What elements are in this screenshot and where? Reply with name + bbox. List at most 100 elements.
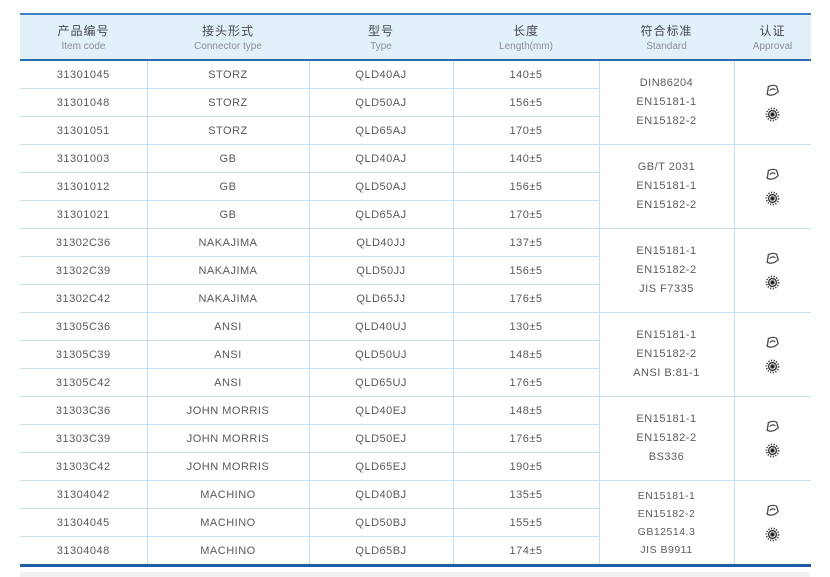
standard-line: EN15182-2: [637, 507, 696, 520]
header-standard-zh: 符合标准: [640, 24, 693, 38]
standard-line: BS336: [648, 451, 685, 463]
table-row: 31303C42 JOHN MORRIS QLD65EJ 190±5: [20, 452, 811, 481]
type-cell: QLD50JJ: [308, 256, 453, 285]
length-cell: 130±5: [452, 312, 599, 341]
item-code-cell: 31301045: [56, 68, 110, 81]
connector-type-cell: STORZ: [146, 60, 309, 89]
type-cell: QLD50BJ: [308, 508, 453, 537]
circular-seal-icon: [765, 107, 780, 122]
standard-line: EN15182-2: [636, 432, 697, 444]
approval-cell: [733, 144, 812, 229]
header-type-zh: 型号: [367, 24, 394, 38]
standards-cell: EN15181-1 EN15182-2 BS336: [598, 396, 734, 481]
circular-seal-icon: [765, 443, 780, 458]
header-length-en: Length(mm): [499, 41, 553, 52]
header-connector-type-en: Connector type: [194, 41, 262, 52]
table-body: 31301045 STORZ QLD40AJ 140±5 DIN86204 EN15181…: [20, 60, 811, 566]
length-cell: 176±5: [452, 368, 599, 397]
type-cell: QLD40UJ: [308, 312, 453, 341]
standards-cell: EN15181-1 EN15182-2 JIS F7335: [598, 228, 734, 313]
type-cell: QLD50AJ: [308, 88, 453, 117]
approval-cell: [733, 480, 812, 566]
table-row: 31301048 STORZ QLD50AJ 156±5: [20, 88, 811, 117]
page-bottom-shadow: [20, 572, 810, 577]
circular-seal-icon: [765, 275, 780, 290]
standard-line: EN15181-1: [636, 180, 697, 192]
standard-line: EN15181-1: [636, 329, 697, 341]
approval-cell: [733, 60, 812, 145]
length-cell: 170±5: [452, 116, 599, 145]
certificate-stamp-icon: [766, 336, 780, 348]
standard-line: ANSI B:81-1: [633, 367, 700, 379]
table-row: 31305C42 ANSI QLD65UJ 176±5: [20, 368, 811, 397]
standard-line: EN15181-1: [636, 245, 697, 257]
header-item-code: 产品编号 Item code: [20, 14, 147, 61]
type-cell: QLD40JJ: [308, 228, 453, 257]
table-row: 31301021 GB QLD65AJ 170±5: [20, 200, 811, 229]
length-cell: 148±5: [452, 396, 599, 425]
standard-line: EN15182-2: [636, 264, 697, 276]
connector-type-cell: GB: [146, 200, 309, 229]
standards-cell: DIN86204 EN15181-1 EN15182-2: [598, 60, 734, 145]
item-code-cell: 31304042: [20, 480, 147, 509]
table-row: 31302C36 NAKAJIMA QLD40JJ 137±5 EN15181-1 EN1…: [20, 228, 811, 313]
connector-type-cell: MACHINO: [146, 480, 309, 509]
circular-seal-icon: [765, 359, 780, 374]
approval-icon-stack: [735, 83, 812, 122]
length-cell: 176±5: [452, 424, 599, 453]
length-cell: 155±5: [452, 508, 599, 537]
standard-line: EN15182-2: [636, 199, 697, 211]
header-item-code-en: Item code: [61, 41, 106, 52]
approval-icon-stack: [735, 503, 812, 542]
item-code-cell: 31301021: [20, 200, 147, 229]
connector-type-cell: NAKAJIMA: [146, 256, 309, 285]
item-code-cell: 31303C36: [20, 396, 147, 425]
item-code-cell: 31301051: [20, 116, 147, 145]
length-cell: 174±5: [452, 536, 599, 566]
type-cell: QLD50UJ: [308, 340, 453, 369]
circular-seal-icon: [765, 527, 780, 542]
approval-icon-stack: [735, 419, 812, 458]
standards-cell: GB/T 2031 EN15181-1 EN15182-2: [598, 144, 734, 229]
connector-type-cell: MACHINO: [146, 536, 309, 566]
table-row: 31304042 MACHINO QLD40BJ 135±5 EN15181-1 EN15…: [20, 480, 811, 566]
product-spec-table-wrap: 产品编号 Item code 接头形式 Connector type 型号 Ty…: [20, 13, 811, 567]
header-type: 型号 Type: [309, 14, 453, 61]
item-code-cell: 31302C39: [20, 256, 147, 285]
circular-seal-icon: [765, 191, 780, 206]
header-approval-en: Approval: [752, 41, 793, 52]
approval-cell: [733, 312, 812, 397]
standard-line: EN15181-1: [637, 489, 696, 502]
table-row: 31301045 STORZ QLD40AJ 140±5 DIN86204 EN15181…: [20, 60, 811, 145]
standards-cell: EN15181-1 EN15182-2 ANSI B:81-1: [598, 312, 734, 397]
header-connector-type: 接头形式 Connector type: [147, 14, 309, 61]
header-item-code-zh: 产品编号: [57, 24, 110, 38]
connector-type-cell: MACHINO: [146, 508, 309, 537]
certificate-stamp-icon: [766, 420, 780, 432]
type-cell: QLD65JJ: [308, 284, 453, 313]
header-standard: 符合标准 Standard: [599, 14, 734, 61]
type-cell: QLD65UJ: [308, 368, 453, 397]
item-code-cell: 31301012: [20, 172, 147, 201]
header-standard-en: Standard: [646, 41, 687, 52]
standard-line: GB/T 2031: [637, 161, 696, 173]
table-row: 31305C39 ANSI QLD50UJ 148±5: [20, 340, 811, 369]
approval-icon-stack: [735, 335, 812, 374]
approval-icon-stack: [735, 167, 812, 206]
product-spec-table: 产品编号 Item code 接头形式 Connector type 型号 Ty…: [20, 13, 811, 567]
connector-type-cell: ANSI: [146, 312, 309, 341]
standard-line: EN15181-1: [636, 413, 697, 425]
type-cell: QLD65AJ: [308, 200, 453, 229]
item-code-cell: 31303C39: [20, 424, 147, 453]
type-cell: QLD40BJ: [308, 480, 453, 509]
item-code-cell: 31305C39: [20, 340, 147, 369]
item-code-cell: 31304045: [20, 508, 147, 537]
connector-type-cell: ANSI: [146, 340, 309, 369]
length-cell: 170±5: [452, 200, 599, 229]
certificate-stamp-icon: [766, 168, 780, 180]
standard-line: EN15181-1: [636, 96, 697, 108]
standard-line: DIN86204: [639, 77, 694, 89]
table-row: 31303C39 JOHN MORRIS QLD50EJ 176±5: [20, 424, 811, 453]
table-row: 31302C42 NAKAJIMA QLD65JJ 176±5: [20, 284, 811, 313]
connector-type-cell: ANSI: [146, 368, 309, 397]
